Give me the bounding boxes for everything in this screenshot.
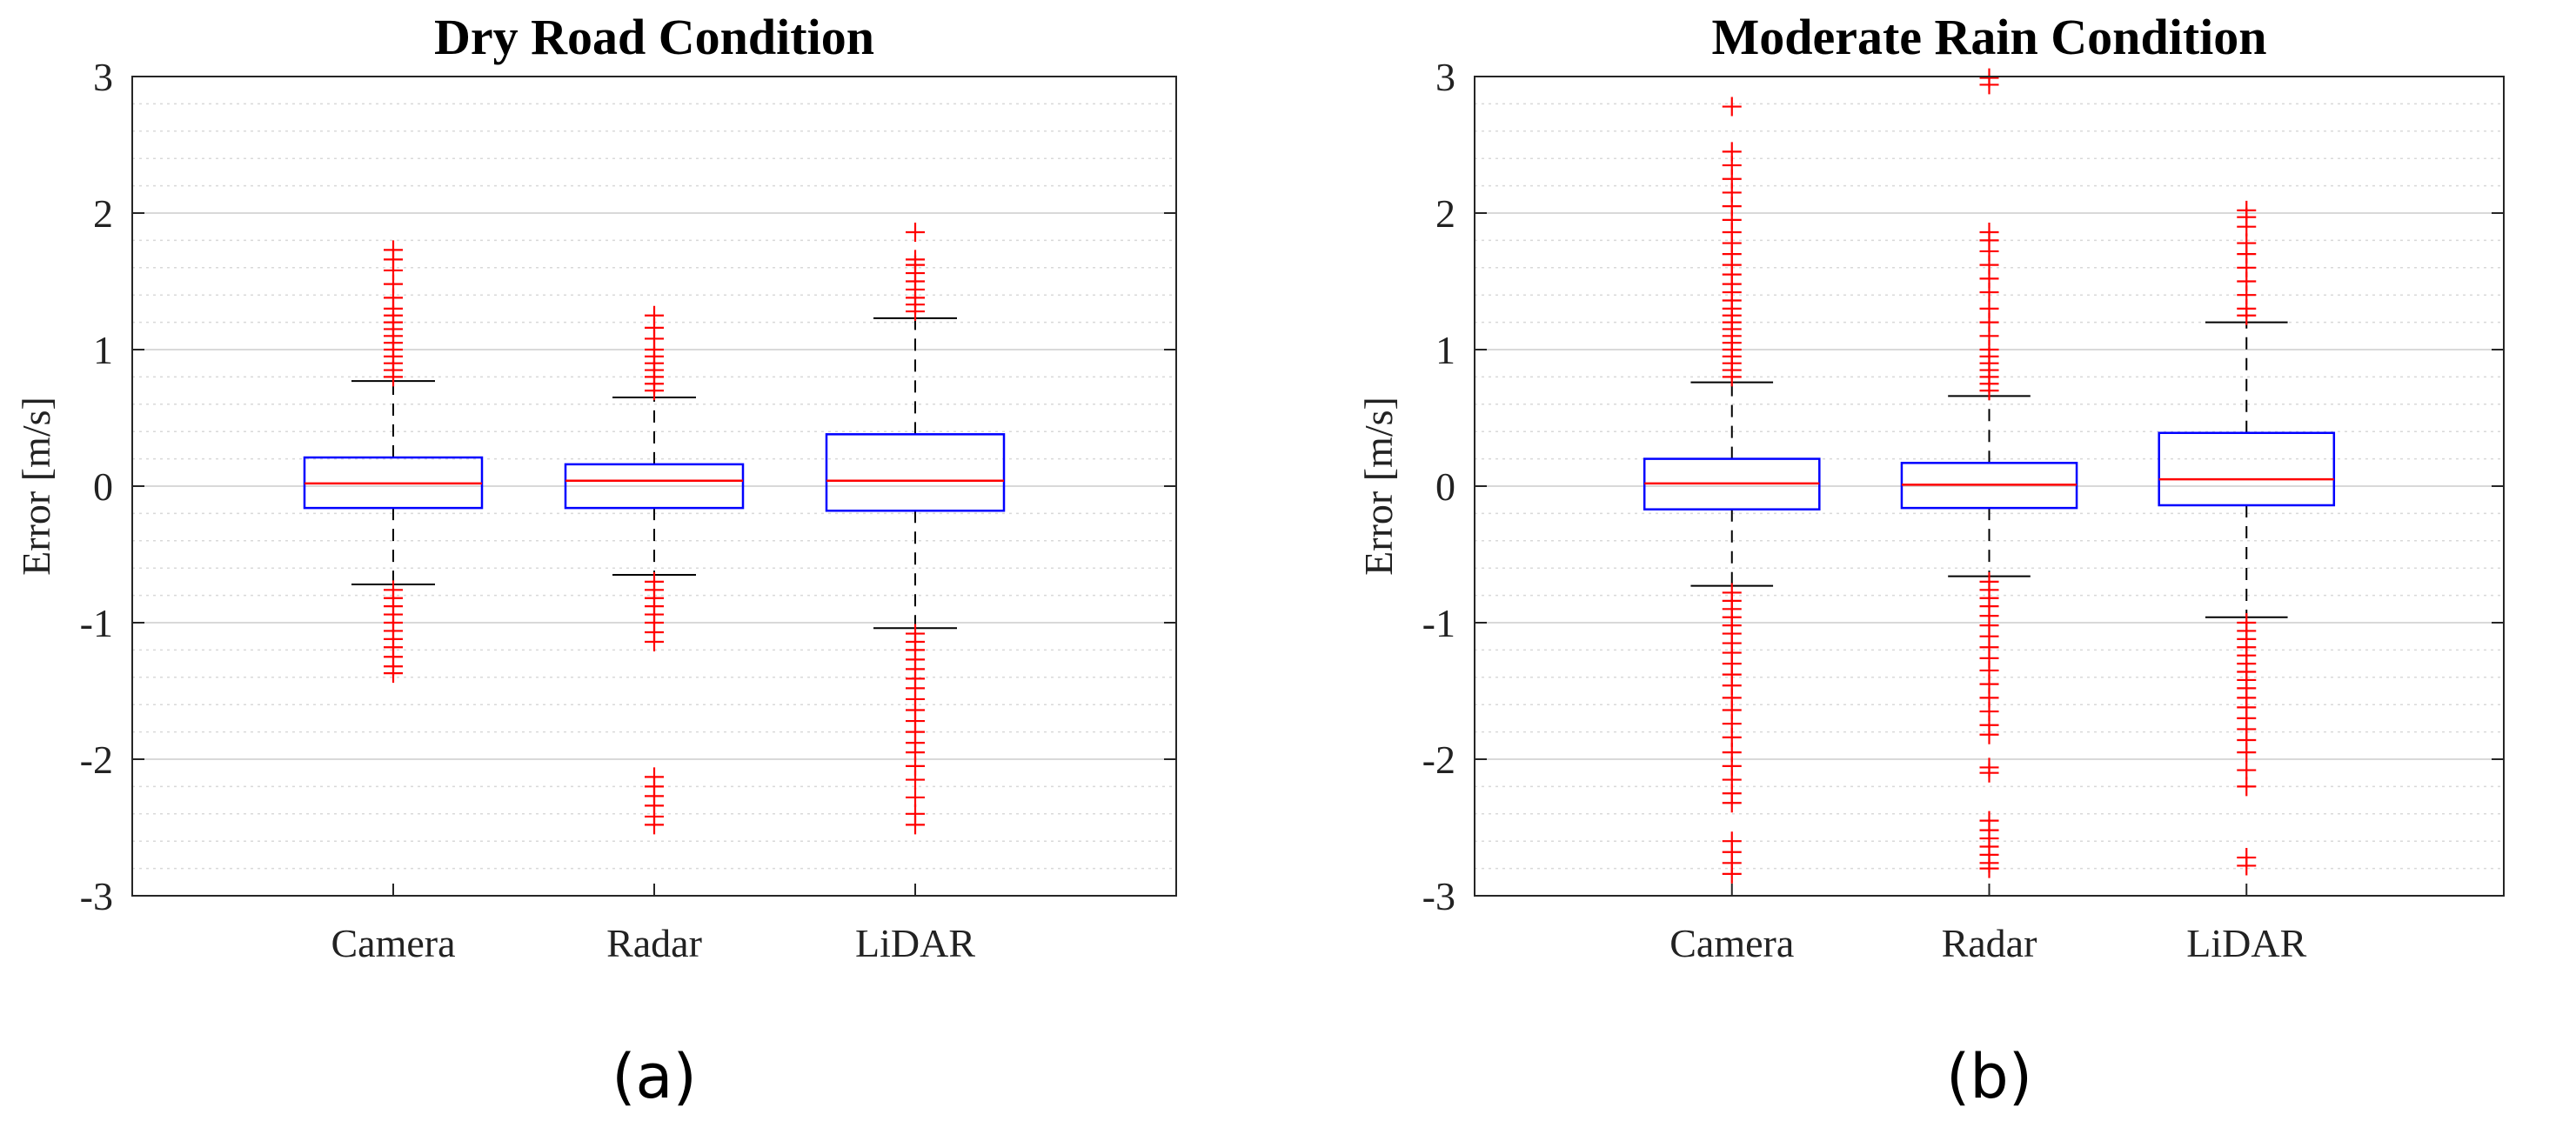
outlier-point	[906, 815, 925, 835]
box-camera	[1643, 97, 1821, 884]
y-tick-label: 1	[1435, 328, 1455, 372]
outlier-point	[906, 250, 925, 270]
box-lidar	[825, 222, 1006, 835]
outlier-point	[1979, 724, 1999, 744]
panel-caption-a: (a)	[612, 1041, 697, 1112]
chart-panel-b: -3 -2 -1 0 1 2 3 Camera Radar LiDAR Moderate Rai…	[1356, 9, 2505, 1112]
box-layer-a	[303, 222, 1006, 835]
outlier-point	[1979, 858, 1999, 878]
outlier-point	[2237, 743, 2257, 763]
iqr-box	[564, 463, 745, 510]
outlier-point	[906, 787, 925, 807]
outlier-point	[645, 305, 664, 325]
box-layer-b	[1643, 68, 2336, 884]
chart-panel-a: -3 -2 -1 0 1 2 3 Camera Radar LiDAR Dry Road Con…	[14, 9, 1177, 1112]
outlier-point	[906, 770, 925, 790]
x-tick-label: Camera	[331, 921, 455, 965]
y-axis-label-b: Error [m/s]	[1356, 397, 1401, 576]
outlier-point	[1722, 142, 1742, 162]
outlier-point	[2237, 233, 2257, 253]
outlier-point	[1979, 222, 1999, 242]
y-tick-label: -2	[80, 737, 113, 782]
y-tick-label: 2	[93, 191, 113, 236]
outlier-point	[384, 664, 403, 684]
y-tick-label: -3	[1422, 874, 1455, 918]
x-tick-label: LiDAR	[2186, 921, 2306, 965]
outlier-point	[2237, 200, 2257, 220]
outlier-point	[2237, 760, 2257, 780]
x-tick-label: LiDAR	[855, 921, 975, 965]
y-tick-label: 1	[93, 328, 113, 372]
outlier-point	[2237, 777, 2257, 797]
y-tick-label: -3	[80, 874, 113, 918]
y-tick-label: -2	[1422, 737, 1455, 782]
outlier-point	[2237, 856, 2257, 876]
outlier-point	[645, 815, 664, 835]
outlier-point	[1979, 763, 1999, 783]
outlier-point	[1722, 97, 1742, 117]
y-tick-label: -1	[1422, 601, 1455, 645]
y-tick-labels-b: -3 -2 -1 0 1 2 3	[1422, 55, 2504, 918]
x-tick-label: Camera	[1669, 921, 1794, 965]
y-tick-label: 3	[1435, 55, 1455, 99]
chart-title-b: Moderate Rain Condition	[1712, 9, 2267, 65]
outlier-point	[1979, 298, 1999, 318]
box-radar	[1900, 68, 2078, 878]
x-tick-labels-a: Camera Radar LiDAR	[331, 884, 975, 965]
y-tick-label: 0	[93, 464, 113, 509]
x-tick-label: Radar	[606, 921, 702, 965]
box-lidar	[2158, 200, 2336, 876]
outlier-point	[1722, 793, 1742, 813]
outlier-point	[906, 222, 925, 242]
y-tick-label: -1	[80, 601, 113, 645]
y-tick-label: 2	[1435, 191, 1455, 236]
box-camera	[303, 240, 484, 684]
iqr-box	[2158, 431, 2336, 507]
y-tick-label: 3	[93, 55, 113, 99]
outlier-point	[645, 631, 664, 651]
y-tick-label: 0	[1435, 464, 1455, 509]
iqr-box	[825, 433, 1006, 512]
outlier-point	[384, 240, 403, 260]
box-radar	[564, 305, 745, 835]
chart-title-a: Dry Road Condition	[434, 9, 874, 65]
y-axis-label-a: Error [m/s]	[14, 397, 58, 576]
outlier-point	[1979, 68, 1999, 88]
y-tick-labels-a: -3 -2 -1 0 1 2 3	[80, 55, 1176, 918]
x-tick-labels-b: Camera Radar LiDAR	[1669, 884, 2307, 965]
outlier-point	[1722, 864, 1742, 884]
panel-caption-b: (b)	[1946, 1041, 2032, 1112]
x-tick-label: Radar	[1942, 921, 2037, 965]
